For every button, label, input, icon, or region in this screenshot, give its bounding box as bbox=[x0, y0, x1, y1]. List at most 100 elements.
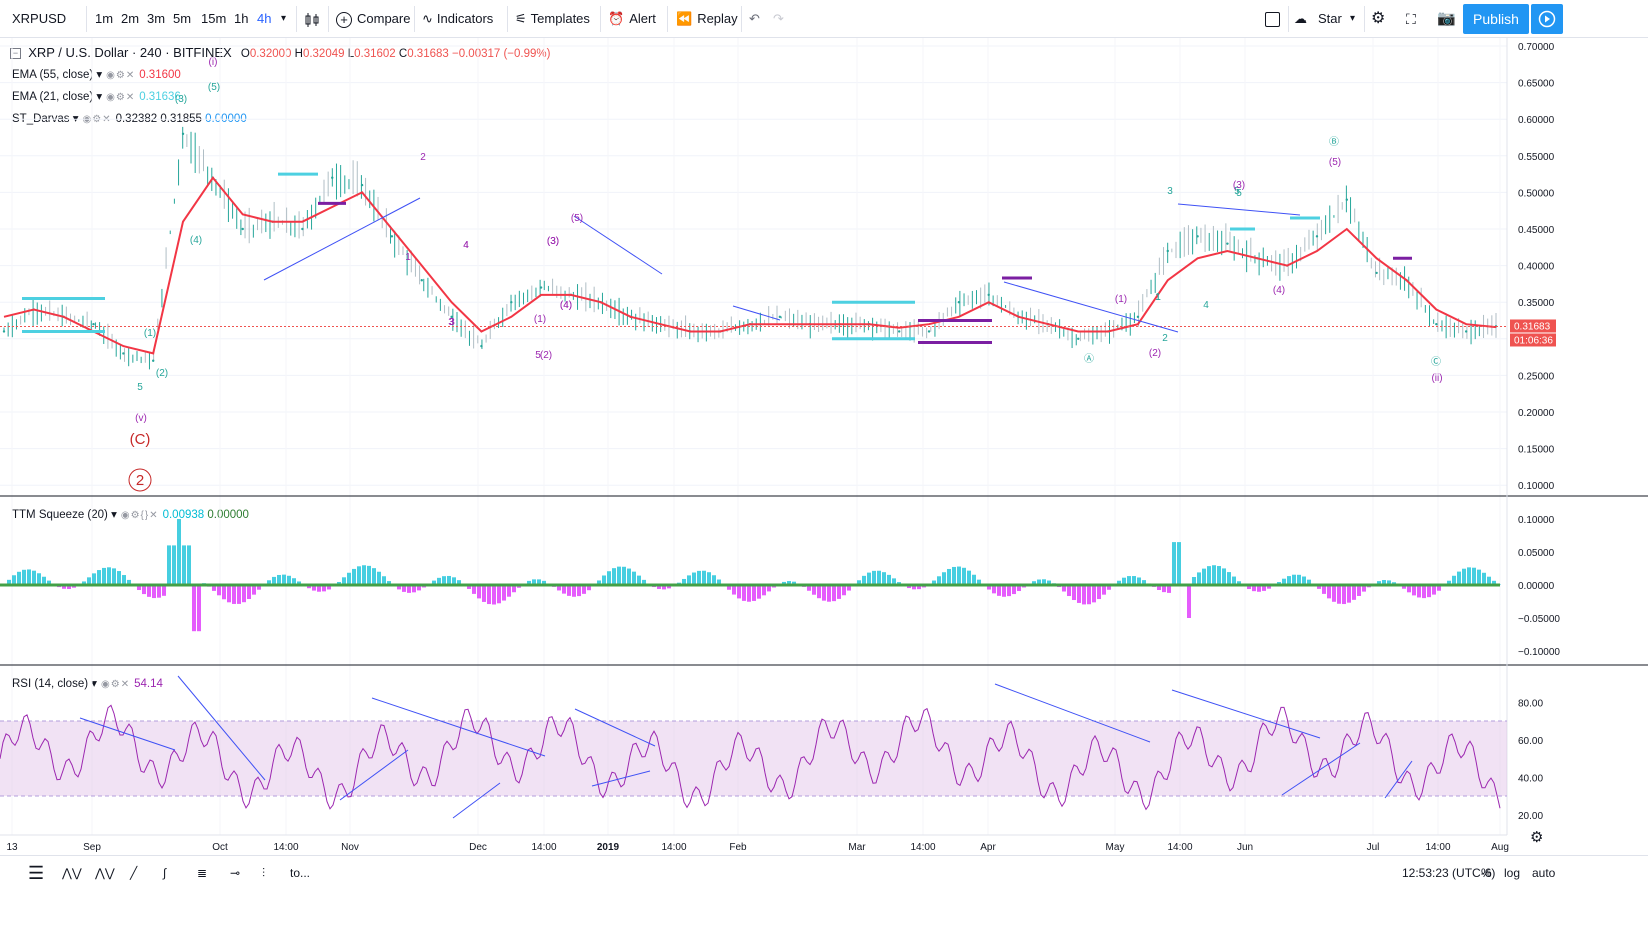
interval-1h[interactable]: 1h bbox=[234, 11, 249, 26]
measure-tool-icon[interactable]: ⫶ bbox=[262, 866, 266, 880]
interval-5m[interactable]: 5m bbox=[173, 11, 192, 26]
squeeze-bar bbox=[1177, 542, 1181, 585]
ema21-legend[interactable]: EMA (21, close) ▾ ◉⚙✕ 0.31636 bbox=[12, 91, 181, 103]
indicator-settings-icons[interactable]: ◉⚙✕ bbox=[101, 679, 131, 690]
squeeze-bar bbox=[1097, 585, 1101, 600]
templates-button[interactable]: ⚟ Templates bbox=[515, 0, 590, 38]
squeeze-bar bbox=[1212, 565, 1216, 585]
play-icon[interactable] bbox=[1531, 4, 1563, 34]
squeeze-bar bbox=[337, 581, 341, 585]
squeeze-bar bbox=[1087, 585, 1091, 605]
interval-3m[interactable]: 3m bbox=[147, 11, 166, 26]
squeeze-bar bbox=[1362, 585, 1366, 592]
grid bbox=[0, 38, 1507, 835]
time-tick-label: Mar bbox=[848, 842, 866, 853]
squeeze-bar bbox=[187, 545, 191, 585]
log-toggle[interactable]: log bbox=[1504, 866, 1521, 880]
squeeze-bar bbox=[142, 585, 146, 595]
undo-icon[interactable]: ↶ bbox=[749, 11, 760, 26]
squeeze-tick-label: 0.00000 bbox=[1518, 581, 1555, 592]
collapse-icon[interactable]: − bbox=[10, 48, 21, 60]
squeeze-bar bbox=[632, 571, 636, 585]
fullscreen-icon[interactable]: ⛶ bbox=[1406, 11, 1416, 27]
cloud-icon[interactable]: ☁ bbox=[1294, 11, 1307, 26]
interval-4h[interactable]: 4h bbox=[257, 11, 272, 26]
squeeze-bar bbox=[637, 575, 641, 585]
symbol-title: XRP / U.S. Dollar · 240 · BITFINEX bbox=[28, 45, 232, 60]
squeeze-bar bbox=[967, 570, 971, 585]
trendline bbox=[732, 305, 781, 321]
squeeze-bar bbox=[277, 574, 281, 585]
squeeze-bar bbox=[7, 579, 11, 585]
wave-label: (4) bbox=[190, 235, 202, 246]
squeeze-bar bbox=[832, 585, 836, 602]
replay-label: Replay bbox=[697, 11, 738, 26]
indicators-button[interactable]: ∿ Indicators bbox=[422, 0, 493, 38]
separator bbox=[86, 6, 87, 32]
squeeze-bar bbox=[307, 585, 311, 589]
bottom-text[interactable]: to... bbox=[290, 866, 311, 880]
squeeze-bar bbox=[1077, 585, 1081, 603]
squeeze-bar bbox=[572, 585, 576, 597]
rsi-tick-label: 80.00 bbox=[1518, 699, 1543, 710]
chevron-down-icon[interactable]: ▾ bbox=[1350, 13, 1356, 24]
squeeze-bar bbox=[917, 585, 921, 590]
interval-15m[interactable]: 15m bbox=[201, 11, 227, 26]
abc-pattern-icon[interactable]: ⋀⋁ bbox=[95, 866, 115, 880]
price-point bbox=[450, 315, 453, 319]
redo-icon[interactable]: ↷ bbox=[773, 11, 784, 26]
fib-tool-icon[interactable]: ≣ bbox=[197, 866, 208, 880]
squeeze-bar bbox=[247, 585, 251, 599]
squeeze-bar bbox=[297, 581, 301, 585]
gear-icon[interactable]: ⚙ bbox=[1371, 10, 1386, 27]
compare-button[interactable]: + Compare bbox=[336, 0, 410, 38]
squeeze-bar bbox=[602, 575, 606, 585]
squeeze-bar bbox=[587, 585, 591, 591]
squeeze-bar bbox=[282, 574, 286, 585]
candle-style-icon[interactable] bbox=[303, 0, 321, 38]
alert-button[interactable]: ⏰ Alert bbox=[608, 0, 656, 38]
ema55-legend[interactable]: EMA (55, close) ▾ ◉⚙✕ 0.31600 bbox=[12, 69, 181, 81]
gear-icon[interactable]: ⚙ bbox=[1530, 829, 1544, 846]
squeeze-bar bbox=[557, 585, 561, 591]
rsi-legend[interactable]: RSI (14, close) ▾ ◉⚙✕ 54.14 bbox=[12, 678, 163, 690]
chevron-down-icon[interactable]: ▾ bbox=[281, 13, 287, 24]
indicator-settings-icons[interactable]: ◉⚙✕ bbox=[106, 92, 136, 103]
symbol-search[interactable]: XRPUSD bbox=[12, 11, 67, 26]
squeeze-bar bbox=[252, 585, 256, 595]
star-button[interactable]: Star bbox=[1318, 11, 1342, 26]
price-point bbox=[360, 183, 364, 187]
price-point bbox=[1077, 337, 1080, 340]
squeeze-bar bbox=[222, 585, 226, 600]
replay-button[interactable]: ⏪ Replay bbox=[676, 0, 738, 38]
camera-icon[interactable]: 📷 bbox=[1437, 10, 1456, 27]
price-point bbox=[898, 330, 901, 333]
wave-label: Ⓑ bbox=[1329, 136, 1339, 148]
time-tick-label: Oct bbox=[212, 842, 228, 853]
wave-label: 1 bbox=[1155, 292, 1161, 303]
price-point bbox=[92, 322, 95, 326]
indicator-settings-icons[interactable]: ◉⚙✕ bbox=[106, 70, 136, 81]
rsi-tick-label: 20.00 bbox=[1518, 811, 1543, 822]
indicator-settings-icons[interactable]: ◉⚙{}✕ bbox=[120, 510, 159, 521]
squeeze-bar bbox=[357, 566, 361, 585]
range-tool-icon[interactable]: ⊸ bbox=[230, 866, 241, 880]
auto-toggle[interactable]: auto bbox=[1532, 866, 1556, 880]
publish-button[interactable]: Publish bbox=[1463, 4, 1529, 34]
interval-2m[interactable]: 2m bbox=[121, 11, 140, 26]
curve-tool-icon[interactable]: ∫ bbox=[163, 866, 167, 880]
pattern-tool-icon[interactable]: ⋀⋁ bbox=[62, 866, 82, 880]
separator bbox=[328, 6, 329, 32]
interval-1m[interactable]: 1m bbox=[95, 11, 114, 26]
line-tool-icon[interactable]: ╱ bbox=[130, 866, 138, 880]
drawing-tool-icon[interactable]: ☰ bbox=[28, 863, 45, 883]
squeeze-legend[interactable]: TTM Squeeze (20) ▾ ◉⚙{}✕ 0.00938 0.00000 bbox=[12, 509, 249, 521]
squeeze-bar bbox=[937, 576, 941, 585]
squeeze-bar bbox=[792, 581, 796, 585]
layout-toggle-icon[interactable] bbox=[1265, 0, 1280, 38]
squeeze-bar bbox=[662, 585, 666, 590]
squeeze-bar bbox=[1007, 585, 1011, 597]
percent-toggle[interactable]: % bbox=[1481, 866, 1492, 880]
